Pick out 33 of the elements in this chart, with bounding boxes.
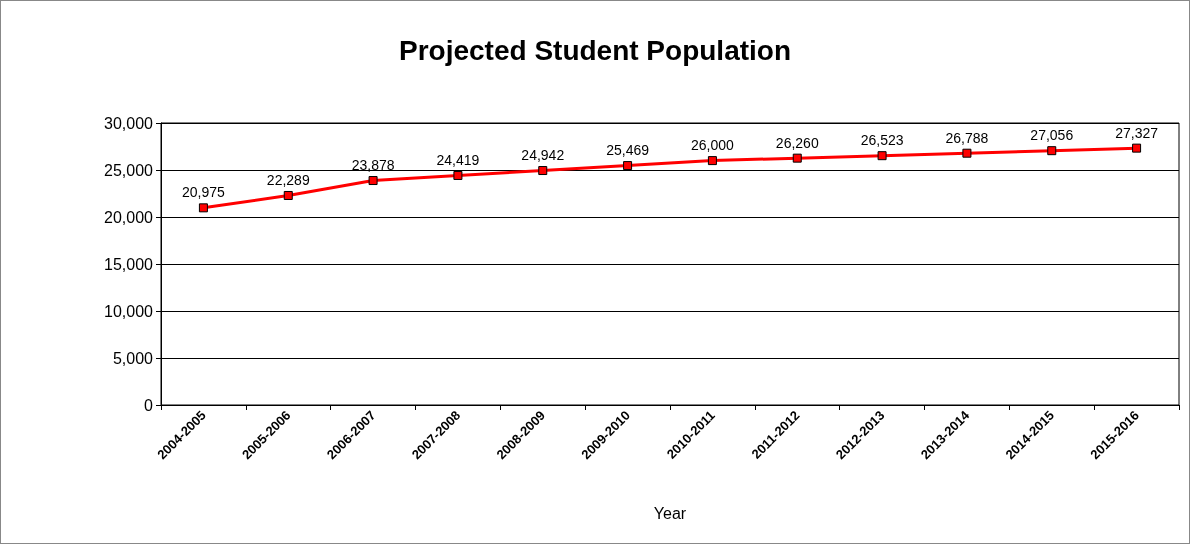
point (623, 161, 633, 171)
y-tick-label: 20,000 (104, 208, 154, 226)
point (538, 166, 548, 176)
y-tick-label: 5,000 (112, 349, 154, 367)
point (792, 153, 802, 163)
data-label: 26,260 (775, 134, 819, 151)
y-tick-label: 30,000 (104, 114, 154, 132)
data-label: 23,878 (351, 157, 395, 174)
data-label: 24,419 (436, 151, 480, 168)
data-label: 26,523 (860, 132, 904, 149)
data-label: 27,056 (1030, 127, 1074, 144)
y-tick-label: 15,000 (104, 255, 154, 273)
y-tick-label: 10,000 (104, 302, 154, 320)
chart-title: Projected Student Population (398, 34, 792, 66)
point (368, 176, 378, 186)
data-label: 22,289 (266, 171, 310, 188)
data-label: 24,942 (521, 147, 565, 164)
point (877, 151, 887, 161)
y-tick-label: 25,000 (104, 161, 154, 179)
data-label: 26,788 (945, 129, 989, 146)
point (1132, 143, 1142, 153)
data-label: 26,000 (691, 137, 735, 154)
data-label: 20,975 (182, 184, 226, 201)
x-axis-title: Year (653, 504, 687, 522)
point (707, 156, 717, 166)
point (453, 170, 463, 180)
point (198, 203, 208, 213)
y-tick-label: 0 (144, 396, 154, 414)
data-label: 25,469 (606, 142, 650, 159)
point (1047, 146, 1057, 156)
point (962, 148, 972, 158)
data-label: 27,327 (1115, 124, 1159, 141)
point (283, 190, 293, 200)
